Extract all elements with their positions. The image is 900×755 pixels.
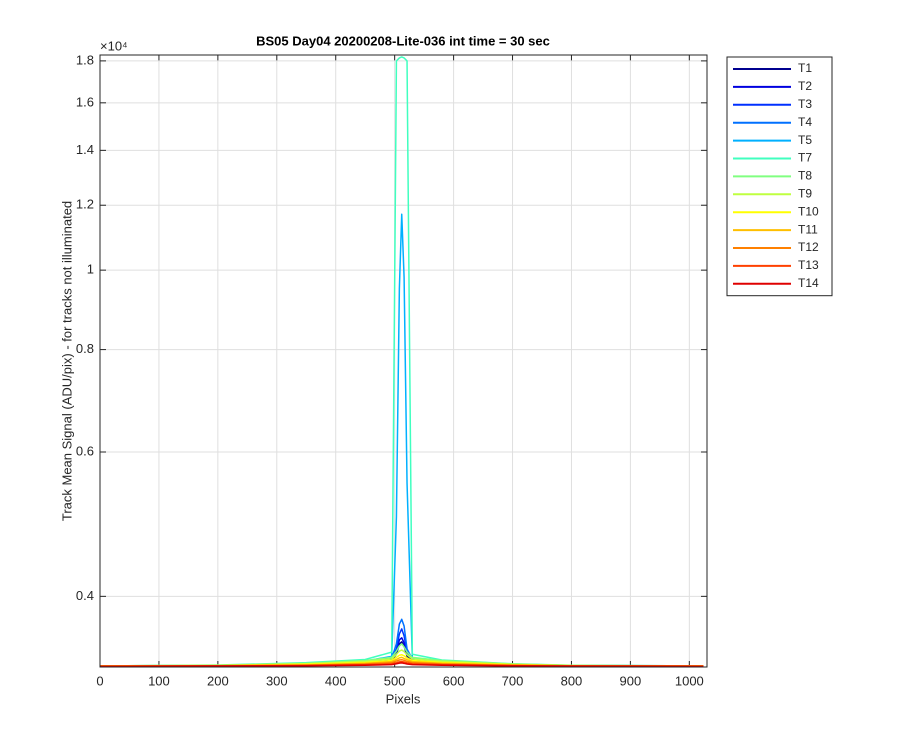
x-axis-label: Pixels [386, 691, 421, 706]
chart-title: BS05 Day04 20200208-Lite-036 int time = … [256, 33, 550, 48]
y-exponent-label: ×10⁴ [100, 38, 128, 53]
x-tick-label: 100 [148, 673, 170, 688]
x-tick-label: 0 [96, 673, 103, 688]
legend-label: T4 [798, 115, 812, 129]
x-tick-label: 300 [266, 673, 288, 688]
legend-label: T9 [798, 186, 812, 200]
series-line [99, 662, 704, 667]
legend-label: T7 [798, 151, 812, 165]
legend-label: T3 [798, 97, 812, 111]
y-tick-label: 0.4 [76, 588, 94, 603]
axes-box [99, 54, 708, 668]
y-tick-label: 1.6 [76, 94, 94, 109]
legend-label: T5 [798, 133, 812, 147]
plot-area [100, 55, 707, 667]
x-tick-label: 800 [561, 673, 583, 688]
legend-label: T10 [798, 204, 819, 218]
legend-label: T12 [798, 240, 819, 254]
y-tick-label: 0.8 [76, 341, 94, 356]
y-tick-label: 1.4 [76, 142, 94, 157]
legend-label: T11 [798, 222, 818, 236]
x-tick-label: 500 [384, 673, 406, 688]
legend-label: T8 [798, 169, 812, 183]
x-tick-label: 1000 [675, 673, 704, 688]
y-axis-label: Track Mean Signal (ADU/pix) - for tracks… [59, 201, 74, 521]
x-tick-label: 200 [207, 673, 229, 688]
y-tick-label: 1.8 [76, 52, 94, 67]
legend-label: T1 [798, 61, 812, 75]
x-tick-label: 600 [443, 673, 465, 688]
y-tick-label: 1 [87, 262, 94, 277]
legend-label: T13 [798, 258, 819, 272]
y-tick-label: 1.2 [76, 197, 94, 212]
x-tick-label: 700 [502, 673, 524, 688]
y-tick-label: 0.6 [76, 443, 94, 458]
legend-label: T14 [798, 276, 819, 290]
x-tick-label: 900 [620, 673, 642, 688]
x-tick-label: 400 [325, 673, 347, 688]
legend-label: T2 [798, 79, 812, 93]
